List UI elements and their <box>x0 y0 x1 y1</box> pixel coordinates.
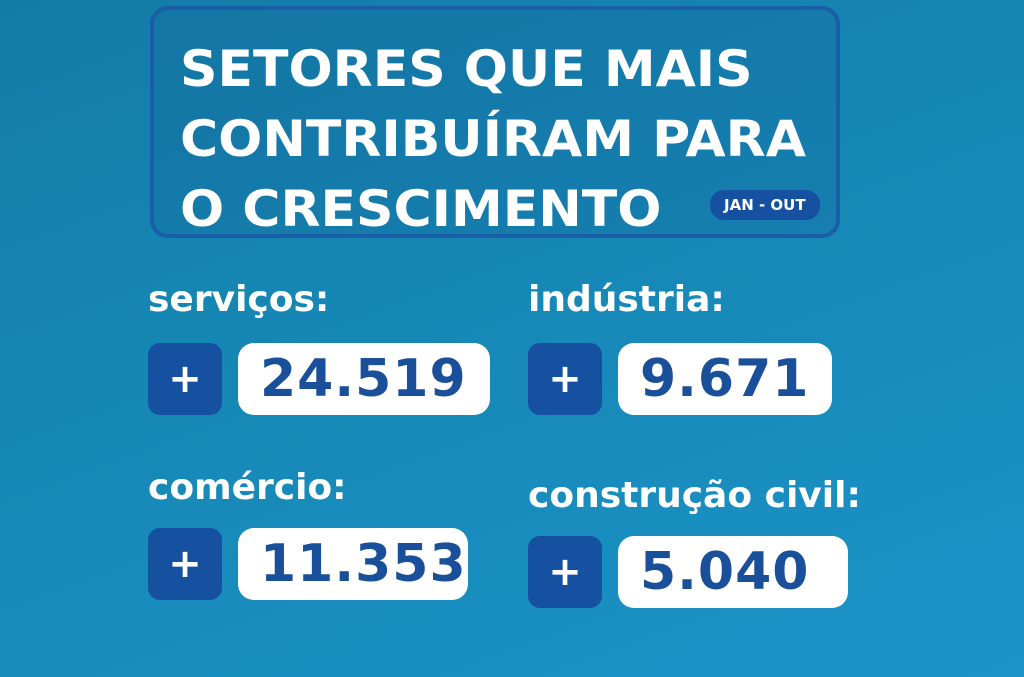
plus-icon: + <box>148 528 222 600</box>
sector-label-industria: indústria: <box>528 279 725 320</box>
title-box: SETORES QUE MAIS CONTRIBUÍRAM PARA O CRE… <box>150 6 840 238</box>
title-line-1: SETORES QUE MAIS <box>180 40 753 98</box>
sector-value-comercio: 11.353 <box>238 528 468 600</box>
sector-label-servicos: serviços: <box>148 279 330 320</box>
sector-value-servicos: 24.519 <box>238 343 490 415</box>
period-badge: JAN - OUT <box>710 190 820 220</box>
plus-icon: + <box>528 343 602 415</box>
plus-icon: + <box>528 536 602 608</box>
sector-label-comercio: comércio: <box>148 467 347 508</box>
title-line-2: CONTRIBUÍRAM PARA <box>180 110 806 168</box>
plus-icon: + <box>148 343 222 415</box>
title-line-3: O CRESCIMENTO <box>180 180 662 238</box>
sector-label-construcao-civil: construção civil: <box>528 475 861 516</box>
sector-value-construcao-civil: 5.040 <box>618 536 848 608</box>
sector-value-industria: 9.671 <box>618 343 832 415</box>
